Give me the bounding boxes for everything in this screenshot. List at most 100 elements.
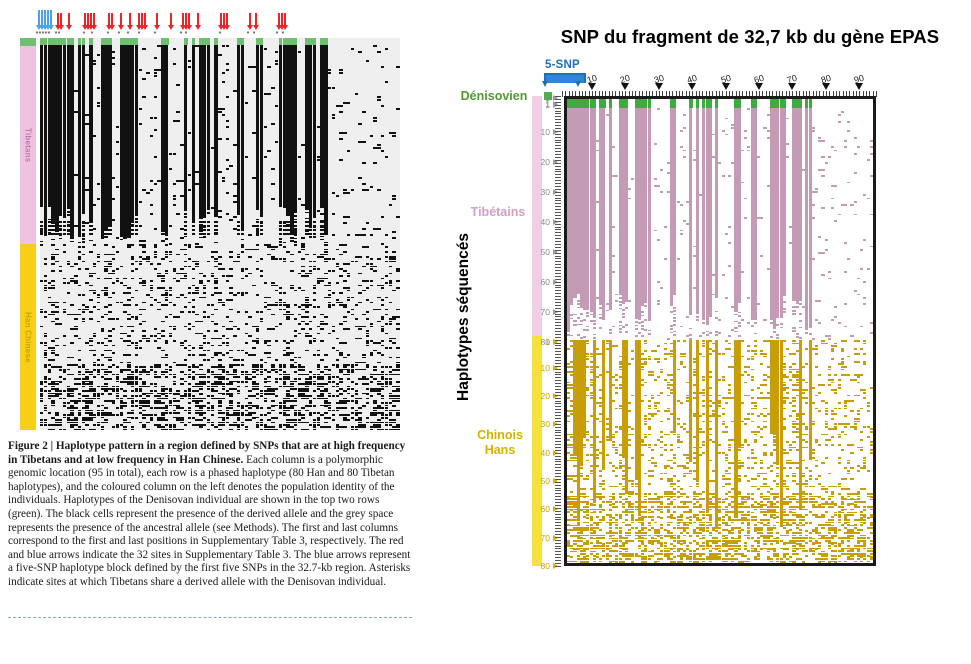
matrix-cell [104,287,108,289]
matrix-cell [100,330,105,333]
matrix-cell [138,256,142,258]
y-tick-label: 30 [540,419,550,430]
matrix-cell [297,419,302,421]
matrix-cell [350,380,355,383]
matrix-cell [305,316,309,318]
matrix-cell [324,390,328,393]
matrix-cell [225,412,230,414]
snp-arrow-red [127,13,133,30]
matrix-cell [278,221,283,224]
x-minor-tick [568,91,570,97]
matrix-cell [316,282,321,285]
han-cell [728,490,732,493]
matrix-cell [328,306,332,309]
matrix-cell [51,313,55,316]
caption-lead: Figure 2 | Haplotype pattern in a region… [8,440,406,466]
matrix-cell [127,244,131,246]
matrix-cell [225,344,230,347]
matrix-cell [218,171,222,173]
matrix-cell [100,364,105,366]
han-cell [644,433,648,436]
matrix-cell [180,344,184,347]
matrix-cell [51,233,55,236]
denisovan-cell [695,99,699,108]
matrix-cell [119,380,124,383]
matrix-cell [309,236,313,238]
matrix-cell [47,395,52,397]
matrix-cell [343,280,347,282]
matrix-cell [93,368,97,371]
matrix-cell [168,287,173,289]
matrix-cell [229,414,233,417]
tibetan-cell [692,159,696,162]
matrix-cell [153,402,158,405]
han-cell [589,550,593,553]
han-cell [737,480,741,483]
han-cell [750,477,754,480]
matrix-cell [199,407,203,409]
matrix-cell [202,342,207,345]
matrix-cell [218,412,222,414]
matrix-cell [43,275,48,277]
matrix-cell [290,359,294,361]
matrix-cell [392,318,396,321]
matrix-cell [384,378,389,381]
matrix-cell [165,424,169,426]
matrix-cell [93,332,97,335]
matrix-cell [274,141,279,143]
matrix-cell [62,311,67,313]
tibetan-cell [728,335,732,338]
matrix-cell [324,412,328,414]
matrix-cell [157,69,161,71]
han-cell [583,436,587,439]
han-cell [570,477,574,480]
matrix-cell [119,337,124,340]
han-cell [750,485,754,488]
matrix-cell [104,260,108,263]
matrix-cell [377,373,381,376]
matrix-cell [85,268,89,270]
matrix-cell [358,141,362,143]
matrix-cell [271,328,275,330]
x-minor-tick [668,91,670,97]
matrix-cell [312,45,317,219]
matrix-cell [100,412,105,414]
matrix-cell [358,177,362,179]
han-cell [605,428,609,431]
han-cell [624,519,629,522]
matrix-cell [271,428,275,430]
matrix-cell [297,313,302,316]
matrix-cell [214,380,218,383]
y-tick-arrow [553,95,558,101]
matrix-cell [70,390,74,393]
matrix-cell [165,221,169,224]
matrix-cell [320,256,324,258]
tibetan-cell [708,108,712,317]
matrix-cell [66,263,70,265]
han-cell [647,511,651,514]
matrix-cell [225,409,230,412]
matrix-cell [100,225,105,228]
y-minor-tick [555,119,561,121]
tibetan-cell [724,117,728,120]
han-cell [721,376,725,379]
matrix-cell [335,402,340,405]
han-cell [624,514,629,517]
matrix-cell [263,424,268,426]
matrix-cell [221,421,226,424]
matrix-cell [214,390,218,393]
han-cell [676,340,680,342]
denisovan-cell [567,99,571,108]
matrix-cell [331,258,336,261]
snp-asterisk: * [179,31,183,38]
y-minor-tick [555,287,561,289]
denisovan-cell [753,99,757,108]
matrix-cell [240,371,245,373]
matrix-cell [381,371,385,373]
matrix-cell [256,388,260,390]
han-cell [586,366,590,368]
matrix-cell [142,301,146,304]
matrix-cell [263,380,268,383]
han-cell [744,516,748,519]
matrix-cell [369,263,374,265]
